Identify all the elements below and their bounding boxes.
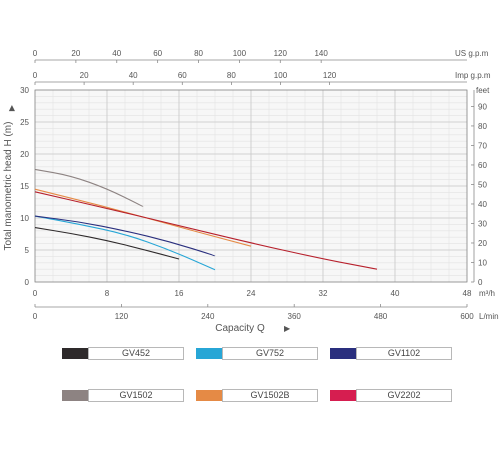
feet-tick-label: 40 [478, 200, 487, 209]
feet-tick-label: 90 [478, 102, 487, 111]
usgpm-unit-label: US g.p.m [455, 49, 489, 58]
x-unit-label: m³/h [479, 289, 495, 298]
series-line-gv1502 [34, 168, 144, 208]
legend-swatch [330, 389, 356, 401]
series-line-gv2202 [34, 191, 378, 270]
legend-swatch [196, 389, 222, 401]
usgpm-tick-label: 40 [112, 49, 121, 58]
legend-row-2: GV1502 GV1502B GV2202 [62, 388, 464, 402]
legend-item: GV752 [196, 346, 330, 360]
impgpm-tick-label: 80 [227, 71, 236, 80]
feet-tick-label: 80 [478, 122, 487, 131]
usgpm-tick-label: 60 [153, 49, 162, 58]
feet-tick-label: 0 [478, 278, 483, 287]
usgpm-tick-label: 100 [233, 49, 247, 58]
legend-row-1: GV452 GV752 GV1102 [62, 346, 464, 360]
legend-label: GV1102 [356, 346, 452, 360]
usgpm-tick-label: 120 [274, 49, 288, 58]
lpm-tick-label: 360 [288, 312, 302, 321]
x-tick-label: 48 [463, 289, 472, 298]
x-axis-label-arrow: ▶ [284, 324, 291, 333]
lpm-tick-label: 0 [33, 312, 38, 321]
x-tick-label: 8 [105, 289, 110, 298]
x-tick-label: 0 [33, 289, 38, 298]
feet-tick-label: 60 [478, 161, 487, 170]
legend-item: GV2202 [330, 388, 464, 402]
y-tick-label: 30 [20, 86, 29, 95]
legend-item: GV1502 [62, 388, 196, 402]
y-tick-label: 5 [25, 246, 30, 255]
y-tick-label: 0 [25, 278, 30, 287]
legend-item: GV452 [62, 346, 196, 360]
legend-swatch [62, 389, 88, 401]
impgpm-tick-label: 0 [33, 71, 38, 80]
legend-label: GV2202 [356, 388, 452, 402]
usgpm-tick-label: 0 [33, 49, 38, 58]
legend-label: GV1502B [222, 388, 318, 402]
impgpm-tick-label: 20 [80, 71, 89, 80]
lpm-tick-label: 120 [115, 312, 129, 321]
impgpm-tick-label: 60 [178, 71, 187, 80]
legend-item: GV1102 [330, 346, 464, 360]
feet-tick-label: 30 [478, 219, 487, 228]
y-tick-label: 25 [20, 118, 29, 127]
feet-tick-label: 50 [478, 180, 487, 189]
series-line-gv752 [34, 215, 216, 271]
legend-label: GV1502 [88, 388, 184, 402]
legend-swatch [196, 347, 222, 359]
axes: 0 8 16 24 32 40 48 m³/h 0 5 10 15 20 25 30 0 120 240 360 48… [20, 49, 498, 321]
grid [34, 89, 468, 283]
lpm-tick-label: 480 [374, 312, 388, 321]
series-lines [34, 168, 378, 271]
feet-unit-label: feet [476, 86, 490, 95]
y-tick-label: 10 [20, 214, 29, 223]
legend-swatch [62, 347, 88, 359]
y-tick-label: 15 [20, 182, 29, 191]
impgpm-tick-label: 120 [323, 71, 337, 80]
x-tick-label: 32 [319, 289, 328, 298]
y-axis-label: Total manometric head H (m) [3, 122, 14, 251]
feet-tick-label: 10 [478, 258, 487, 267]
x-tick-label: 40 [391, 289, 400, 298]
usgpm-tick-label: 140 [314, 49, 328, 58]
x-tick-label: 24 [247, 289, 256, 298]
y-tick-label: 20 [20, 150, 29, 159]
legend-item: GV1502B [196, 388, 330, 402]
lpm-tick-label: 240 [201, 312, 215, 321]
feet-tick-label: 20 [478, 239, 487, 248]
usgpm-tick-label: 80 [194, 49, 203, 58]
impgpm-tick-label: 100 [274, 71, 288, 80]
lpm-unit-label: L/min [479, 312, 499, 321]
usgpm-tick-label: 20 [71, 49, 80, 58]
legend-swatch [330, 347, 356, 359]
impgpm-tick-label: 40 [129, 71, 138, 80]
impgpm-unit-label: Imp g.p.m [455, 71, 491, 80]
x-tick-label: 16 [175, 289, 184, 298]
series-line-gv452 [34, 227, 180, 260]
lpm-tick-label: 600 [460, 312, 474, 321]
y-axis-label-arrow: ▶ [7, 104, 16, 111]
series-line-gv1102 [34, 215, 216, 257]
feet-tick-label: 70 [478, 141, 487, 150]
x-axis-label: Capacity Q [215, 323, 265, 334]
plot-frame [34, 89, 468, 283]
legend-label: GV752 [222, 346, 318, 360]
legend-label: GV452 [88, 346, 184, 360]
